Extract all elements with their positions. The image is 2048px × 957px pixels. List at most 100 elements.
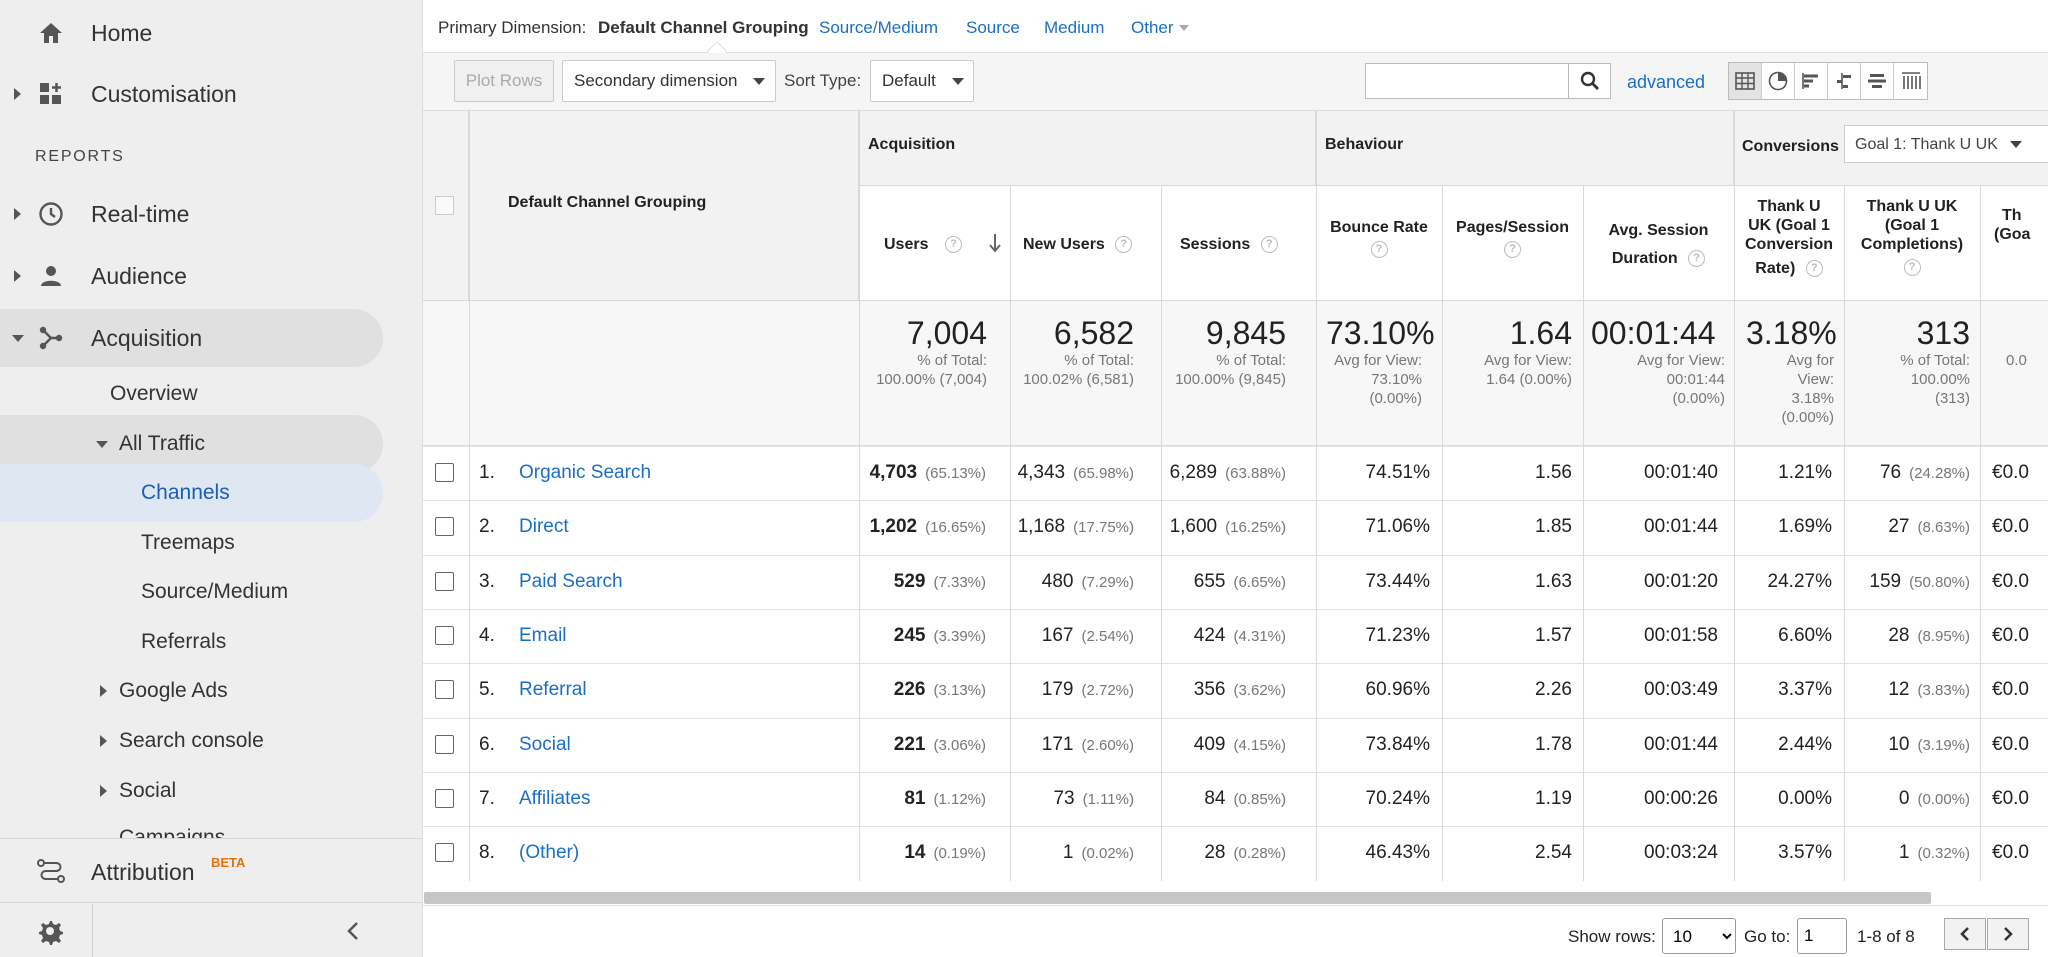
col-conversion-rate[interactable]: Thank U UK (Goal 1 Conversion Rate) ? bbox=[1734, 197, 1844, 284]
col-divider bbox=[1844, 186, 1845, 881]
sort-type-dropdown[interactable]: Default bbox=[870, 60, 974, 102]
nav-all-traffic[interactable]: All Traffic bbox=[0, 415, 383, 473]
horizontal-scrollbar[interactable] bbox=[424, 892, 1931, 904]
row-checkbox[interactable] bbox=[435, 788, 454, 808]
help-icon[interactable]: ? bbox=[1370, 241, 1388, 259]
col-users[interactable]: Users ? bbox=[884, 236, 962, 254]
nav-attribution[interactable]: Attribution BETA bbox=[0, 838, 422, 902]
cell-percent: (1.11%) bbox=[1082, 790, 1134, 808]
nav-customisation[interactable]: Customisation bbox=[0, 65, 383, 123]
cell-percent: (7.29%) bbox=[1081, 573, 1134, 591]
nav-search-console[interactable]: Search console bbox=[0, 712, 383, 770]
row-checkbox[interactable] bbox=[435, 680, 454, 700]
cell-value: 529 bbox=[893, 570, 926, 592]
view-switcher bbox=[1728, 62, 1928, 100]
col-bounce-rate[interactable]: Bounce Rate? bbox=[1316, 217, 1442, 261]
col-divider bbox=[1734, 111, 1735, 881]
col-avg-session-duration[interactable]: Avg. Session Duration ? bbox=[1583, 217, 1734, 273]
nav-overview[interactable]: Overview bbox=[0, 365, 383, 423]
dimension-source-medium[interactable]: Source/Medium bbox=[819, 18, 939, 37]
search-button[interactable] bbox=[1569, 63, 1611, 99]
secondary-dimension-dropdown[interactable]: Secondary dimension bbox=[562, 60, 776, 102]
nav-realtime[interactable]: Real-time bbox=[0, 185, 383, 243]
nav-referrals[interactable]: Referrals bbox=[0, 613, 383, 671]
cell-percent: (4.31%) bbox=[1233, 627, 1286, 645]
row-checkbox[interactable] bbox=[435, 843, 454, 863]
channel-link[interactable]: Direct bbox=[519, 516, 569, 538]
help-icon[interactable]: ? bbox=[1504, 241, 1521, 259]
nav-social[interactable]: Social bbox=[0, 762, 383, 820]
col-goal-completions[interactable]: Thank U UK (Goal 1 Completions)? bbox=[1844, 197, 1980, 276]
row-checkbox[interactable] bbox=[435, 463, 454, 482]
nav-channels[interactable]: Channels bbox=[0, 464, 383, 522]
pie-view-icon[interactable] bbox=[1762, 63, 1795, 99]
cell-bounce: 74.51% bbox=[1366, 462, 1430, 484]
help-icon[interactable]: ? bbox=[1688, 250, 1706, 268]
col-goal-value[interactable]: Th (Goa bbox=[1980, 206, 2048, 244]
plot-rows-button[interactable]: Plot Rows bbox=[454, 60, 554, 102]
channel-link[interactable]: Email bbox=[519, 624, 567, 646]
table-search-input[interactable] bbox=[1365, 63, 1569, 99]
cell-sess: 356 (3.62%) bbox=[1194, 679, 1286, 701]
help-icon[interactable]: ? bbox=[1903, 259, 1921, 276]
cell-percent: (16.25%) bbox=[1225, 519, 1286, 537]
gear-icon[interactable] bbox=[36, 917, 64, 950]
nav-audience[interactable]: Audience bbox=[0, 247, 383, 305]
dimension-source[interactable]: Source bbox=[966, 18, 1020, 37]
cell-percent: (0.02%) bbox=[1081, 845, 1134, 863]
show-rows-select[interactable]: 10 bbox=[1662, 918, 1736, 954]
channel-link[interactable]: Paid Search bbox=[519, 570, 623, 592]
col-new-users[interactable]: New Users ? bbox=[1023, 236, 1133, 254]
collapse-chevron-icon[interactable] bbox=[344, 921, 362, 946]
table-toolbar: Plot Rows Secondary dimension Sort Type:… bbox=[423, 53, 2048, 111]
col-sessions[interactable]: Sessions ? bbox=[1180, 236, 1278, 254]
cell-users: 245 (3.39%) bbox=[894, 625, 986, 647]
next-page-button[interactable] bbox=[1987, 918, 2029, 950]
sort-desc-arrow-icon[interactable] bbox=[988, 233, 1002, 253]
pivot-view-icon[interactable] bbox=[1894, 63, 1927, 99]
go-to-input[interactable] bbox=[1797, 918, 1847, 954]
term-cloud-view-icon[interactable] bbox=[1861, 63, 1894, 99]
cell-sess: 1,600 (16.25%) bbox=[1170, 516, 1286, 538]
nav-acquisition[interactable]: Acquisition bbox=[0, 309, 383, 367]
cell-value: 28 bbox=[1204, 842, 1226, 864]
cell-value: 00:03:49 bbox=[1644, 679, 1718, 701]
help-icon[interactable]: ? bbox=[1260, 236, 1278, 254]
row-checkbox[interactable] bbox=[435, 734, 454, 754]
nav-source-medium[interactable]: Source/Medium bbox=[0, 563, 383, 621]
row-checkbox[interactable] bbox=[435, 571, 454, 591]
cell-percent: (8.63%) bbox=[1917, 519, 1970, 537]
advanced-filter-link[interactable]: advanced bbox=[1627, 72, 1706, 92]
row-checkbox[interactable] bbox=[435, 625, 454, 645]
channel-link[interactable]: (Other) bbox=[519, 842, 580, 864]
cell-value: 655 bbox=[1193, 570, 1226, 592]
nav-home[interactable]: Home bbox=[0, 4, 383, 62]
help-icon[interactable]: ? bbox=[1805, 260, 1823, 278]
nav-google-ads[interactable]: Google Ads bbox=[0, 662, 383, 720]
nav-campaigns[interactable]: Campaigns bbox=[0, 812, 383, 840]
channel-link[interactable]: Affiliates bbox=[519, 787, 591, 809]
help-icon[interactable]: ? bbox=[1115, 236, 1133, 254]
cell-value: 00:01:58 bbox=[1644, 624, 1718, 646]
header-default-channel-grouping[interactable]: Default Channel Grouping bbox=[508, 194, 707, 211]
dimension-other[interactable]: Other bbox=[1131, 18, 1174, 37]
channel-link[interactable]: Social bbox=[519, 733, 571, 755]
primary-dimension-label: Primary Dimension: bbox=[438, 18, 587, 37]
table-row: 8. (Other) 14 (0.19%) 1 (0.02%) 28 (0.28%) 46.43… bbox=[423, 826, 2048, 880]
row-index: 1. bbox=[479, 462, 495, 483]
other-dropdown-icon[interactable] bbox=[1179, 25, 1189, 31]
nav-treemaps[interactable]: Treemaps bbox=[0, 514, 383, 572]
channel-link[interactable]: Referral bbox=[519, 679, 587, 701]
row-checkbox[interactable] bbox=[435, 517, 454, 537]
goal-selector-dropdown[interactable]: Goal 1: Thank U UK bbox=[1844, 125, 2048, 163]
comparison-view-icon[interactable] bbox=[1828, 63, 1861, 99]
help-icon[interactable]: ? bbox=[944, 236, 962, 254]
dimension-medium[interactable]: Medium bbox=[1044, 18, 1105, 37]
dimension-default-channel-grouping[interactable]: Default Channel Grouping bbox=[598, 18, 809, 37]
prev-page-button[interactable] bbox=[1944, 918, 1986, 950]
col-pages-session[interactable]: Pages/Session? bbox=[1442, 217, 1583, 261]
channel-link[interactable]: Organic Search bbox=[519, 462, 652, 483]
performance-view-icon[interactable] bbox=[1795, 63, 1828, 99]
select-all-checkbox[interactable] bbox=[435, 196, 454, 215]
table-view-icon[interactable] bbox=[1729, 63, 1762, 99]
